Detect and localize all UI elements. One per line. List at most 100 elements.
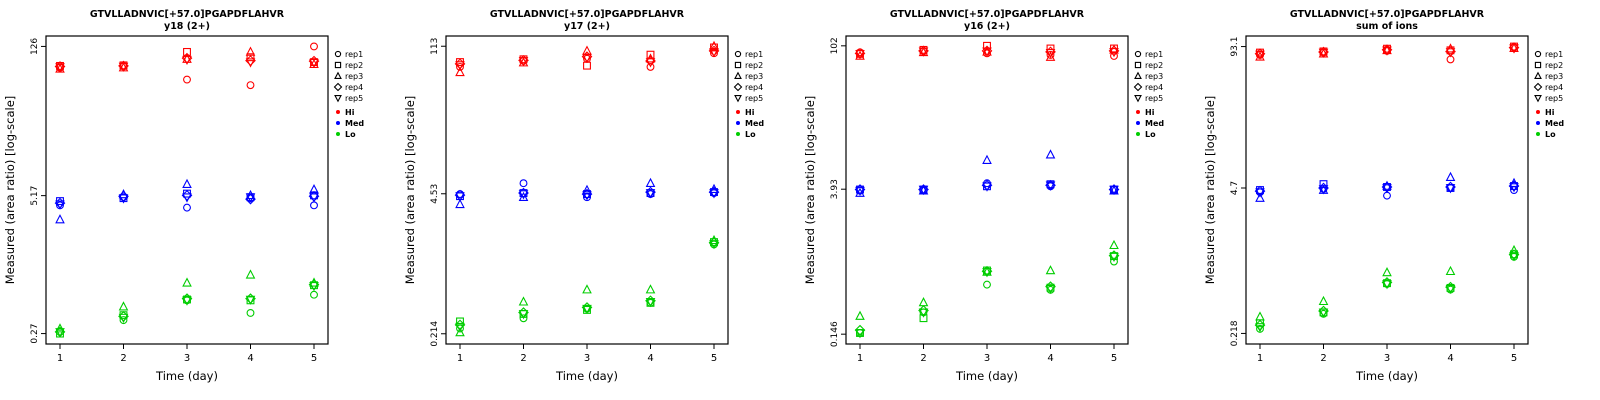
data-point-hi-rep2-day4 <box>646 50 655 59</box>
data-point-lo-rep5-day4 <box>645 297 656 308</box>
legend-label-rep5: rep5 <box>1145 94 1163 103</box>
data-point-lo-rep5-day5 <box>309 282 319 292</box>
plot-subtitle: y16 (2+) <box>964 21 1010 32</box>
x-tick-label: 1 <box>857 353 863 364</box>
y-tick-label: 102 <box>830 37 840 54</box>
legend-marker-rep2 <box>1134 61 1142 69</box>
x-tick-label: 3 <box>1384 353 1390 364</box>
data-point-med-rep3-day4 <box>645 177 656 188</box>
legend-dot-Med <box>336 121 340 125</box>
data-point-hi-rep5-day1 <box>1255 50 1265 60</box>
legend-label-Hi: Hi <box>745 108 755 117</box>
legend-marker-rep4 <box>1133 82 1143 92</box>
data-point-lo-rep5-day1 <box>55 328 65 338</box>
data-point-lo-rep2-day1 <box>456 317 464 326</box>
data-point-med-rep5-day5 <box>709 189 719 199</box>
data-point-med-rep3-day3 <box>1382 180 1392 190</box>
data-point-med-rep5-day3 <box>982 182 992 192</box>
plot-subtitle: y17 (2+) <box>564 21 610 32</box>
data-point-hi-rep5-day5 <box>709 48 719 58</box>
plot-subtitle: sum of ions <box>1356 21 1418 32</box>
data-point-med-rep5-day4 <box>245 193 256 203</box>
data-point-lo-rep3-day3 <box>1382 267 1392 277</box>
data-point-lo-rep4-day1 <box>854 324 866 336</box>
legend-dot-Med <box>1136 121 1140 125</box>
data-point-med-rep5-day3 <box>182 193 192 203</box>
data-point-hi-rep5-day1 <box>855 50 865 60</box>
legend-marker-rep5 <box>1534 94 1542 103</box>
chart-panel-y16: GTVLLADNVIC[+57.0]PGAPDFLAHVR y16 (2+) 0.1… <box>800 0 1200 400</box>
y-axis-label: Measured (area ratio) [log-scale] <box>1203 96 1217 285</box>
x-tick-label: 5 <box>1511 353 1517 364</box>
data-point-med-rep5-day4 <box>1445 184 1456 194</box>
data-point-med-rep5-day5 <box>1509 183 1519 193</box>
data-point-hi-rep5-day3 <box>982 47 992 57</box>
legend-label-rep3: rep3 <box>745 72 763 81</box>
data-point-lo-rep5-day4 <box>245 295 256 305</box>
data-point-med-rep5-day2 <box>918 185 929 195</box>
data-point-med-rep5-day3 <box>582 191 592 201</box>
legend-label-rep2: rep2 <box>1145 61 1163 70</box>
x-tick-label: 1 <box>57 353 63 364</box>
data-point-med-rep3-day1 <box>55 214 65 224</box>
data-point-med-rep5-day5 <box>309 193 319 203</box>
data-point-lo-rep3-day2 <box>918 297 929 307</box>
data-point-lo-rep1-day4 <box>246 308 255 317</box>
legend-marker-rep2 <box>734 61 742 69</box>
data-point-hi-rep2-day4 <box>1046 44 1055 53</box>
y-tick-label: 4.7 <box>1230 181 1240 195</box>
chart-panel-y17: GTVLLADNVIC[+57.0]PGAPDFLAHVR y17 (2+) 0.2… <box>400 0 800 400</box>
legend-label-rep4: rep4 <box>345 83 363 92</box>
data-point-med-rep3-day4 <box>245 189 256 200</box>
data-point-hi-rep1-day5 <box>310 42 318 51</box>
y-tick-label: 5.17 <box>30 186 40 206</box>
data-point-med-rep5-day1 <box>1255 188 1265 198</box>
y-axis-label: Measured (area ratio) [log-scale] <box>803 96 817 285</box>
legend-label-rep1: rep1 <box>345 50 363 59</box>
legend-marker-rep1 <box>734 50 742 58</box>
data-point-med-rep5-day2 <box>1318 185 1329 195</box>
x-tick-label: 2 <box>1320 353 1326 364</box>
legend-label-Med: Med <box>1145 119 1164 128</box>
legend-dot-Lo <box>336 132 340 136</box>
x-axis-label: Time (day) <box>155 369 218 383</box>
y-tick-label: 0.146 <box>830 321 840 347</box>
legend-marker-rep5 <box>1134 94 1142 103</box>
data-point-lo-rep5-day3 <box>182 296 192 306</box>
data-point-hi-rep1-day4 <box>646 62 655 71</box>
plot-title: GTVLLADNVIC[+57.0]PGAPDFLAHVR <box>490 9 685 20</box>
data-point-lo-rep3-day1 <box>855 310 865 320</box>
data-point-med-rep3-day1 <box>455 198 465 209</box>
data-point-lo-rep3-day2 <box>118 301 129 311</box>
x-tick-label: 4 <box>647 353 653 364</box>
legend-label-Med: Med <box>345 119 364 128</box>
legend-label-Med: Med <box>1545 119 1564 128</box>
legend-label-rep1: rep1 <box>1145 50 1163 59</box>
data-point-hi-rep5-day3 <box>182 55 192 66</box>
legend-dot-Hi <box>336 110 340 114</box>
legend-label-Lo: Lo <box>345 130 356 139</box>
legend-label-rep1: rep1 <box>745 50 763 59</box>
x-tick-label: 3 <box>984 353 990 364</box>
data-point-hi-rep2-day3 <box>983 41 991 50</box>
legend-label-rep5: rep5 <box>345 94 363 103</box>
data-point-lo-rep3-day4 <box>245 269 256 279</box>
data-point-hi-rep5-day2 <box>918 47 929 57</box>
data-point-hi-rep5-day1 <box>455 61 465 71</box>
data-point-med-rep3-day3 <box>582 184 592 194</box>
legend-marker-rep1 <box>1534 50 1542 58</box>
data-point-lo-rep3-day2 <box>1318 295 1329 306</box>
data-point-med-rep2-day3 <box>583 190 591 199</box>
legend-marker-rep4 <box>1533 82 1543 92</box>
data-point-hi-rep2-day3 <box>583 61 591 70</box>
y-tick-label: 4.53 <box>430 184 440 204</box>
y-tick-label: 0.218 <box>1230 320 1240 346</box>
legend-label-rep5: rep5 <box>745 94 763 103</box>
x-tick-label: 2 <box>120 353 126 364</box>
legend-label-Lo: Lo <box>745 130 756 139</box>
data-point-hi-rep5-day2 <box>1318 48 1329 59</box>
data-point-hi-rep3-day4 <box>245 46 256 56</box>
